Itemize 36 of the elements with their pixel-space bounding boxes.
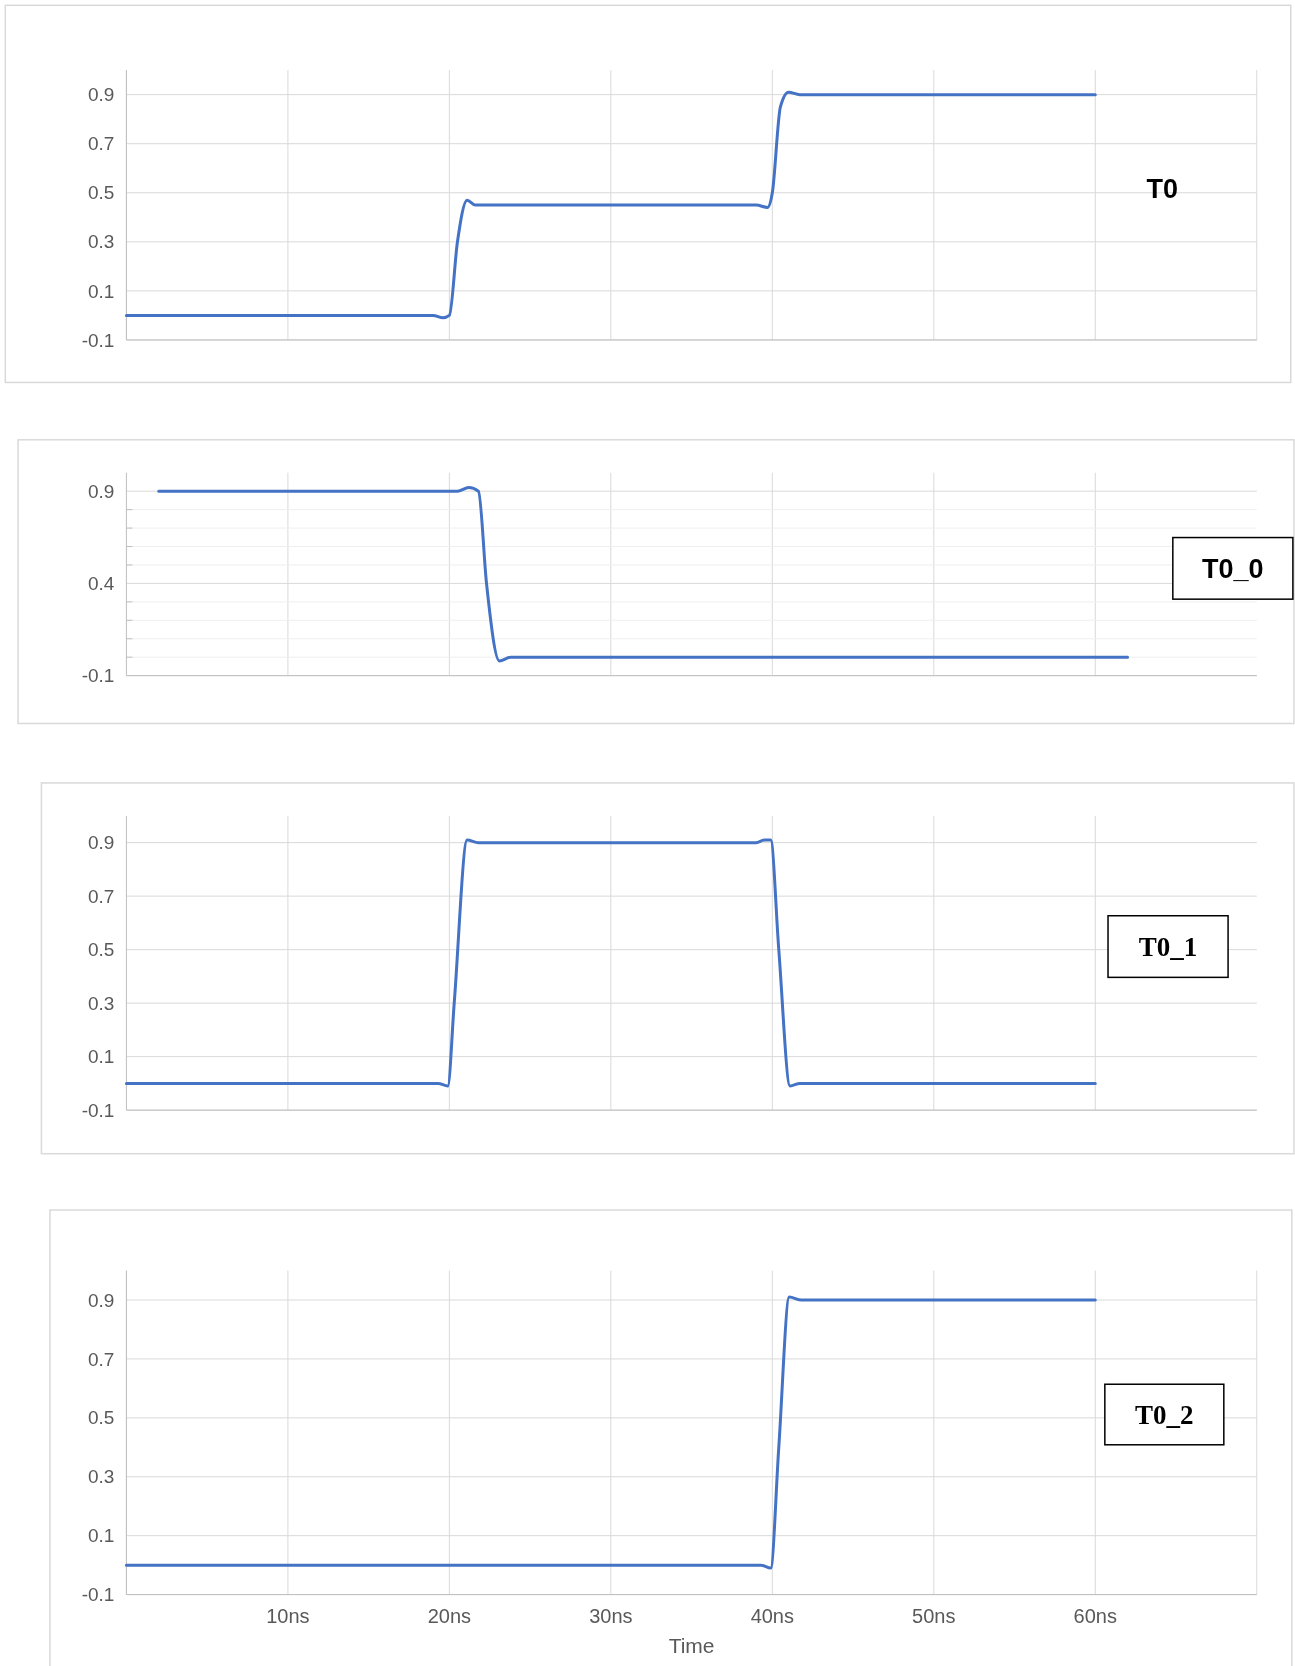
y-tick-label: 0.5 (88, 182, 115, 204)
y-tick-label: 0.1 (88, 1525, 115, 1547)
y-tick-label: 0.5 (88, 939, 115, 961)
y-tick-label: -0.1 (81, 1584, 115, 1606)
y-tick-label: 0.3 (88, 231, 115, 253)
y-tick-label: 0.3 (88, 992, 115, 1014)
y-tick-label: 0.7 (88, 885, 115, 907)
y-tick-label: 0.3 (88, 1466, 115, 1488)
x-tick-label: 30ns (589, 1604, 633, 1627)
y-tick-label: -0.1 (81, 1099, 115, 1121)
y-tick-label: 0.5 (88, 1407, 115, 1429)
y-tick-label: 0.7 (88, 133, 115, 155)
x-axis-title: Time (668, 1633, 715, 1657)
y-tick-label: 0.1 (88, 1046, 115, 1068)
y-tick-label: 0.9 (88, 84, 115, 106)
text: T0_2 (1135, 1399, 1194, 1430)
x-tick-label: 10ns (266, 1604, 310, 1627)
text: T0_1 (1138, 932, 1198, 962)
y-tick-label: 0.9 (88, 1289, 115, 1311)
y-tick-label: 0.1 (88, 280, 115, 302)
line-series (157, 486, 1130, 663)
text: T0_0 (1202, 553, 1264, 584)
line-series (124, 1295, 1097, 1570)
y-tick-label: -0.1 (81, 665, 115, 687)
y-tick-label: 0.7 (88, 1348, 115, 1370)
x-tick-label: 40ns (750, 1604, 795, 1627)
text: T0 (1146, 174, 1178, 205)
y-tick-label: 0.4 (88, 573, 115, 595)
x-tick-label: 50ns (912, 1604, 956, 1627)
x-tick-label: 60ns (1073, 1604, 1117, 1627)
line-series (124, 838, 1097, 1088)
x-tick-label: 20ns (427, 1604, 472, 1627)
y-tick-label: 0.9 (88, 480, 115, 502)
y-tick-label: 0.9 (88, 832, 115, 854)
y-tick-label: -0.1 (81, 329, 115, 351)
line-series (124, 90, 1097, 320)
